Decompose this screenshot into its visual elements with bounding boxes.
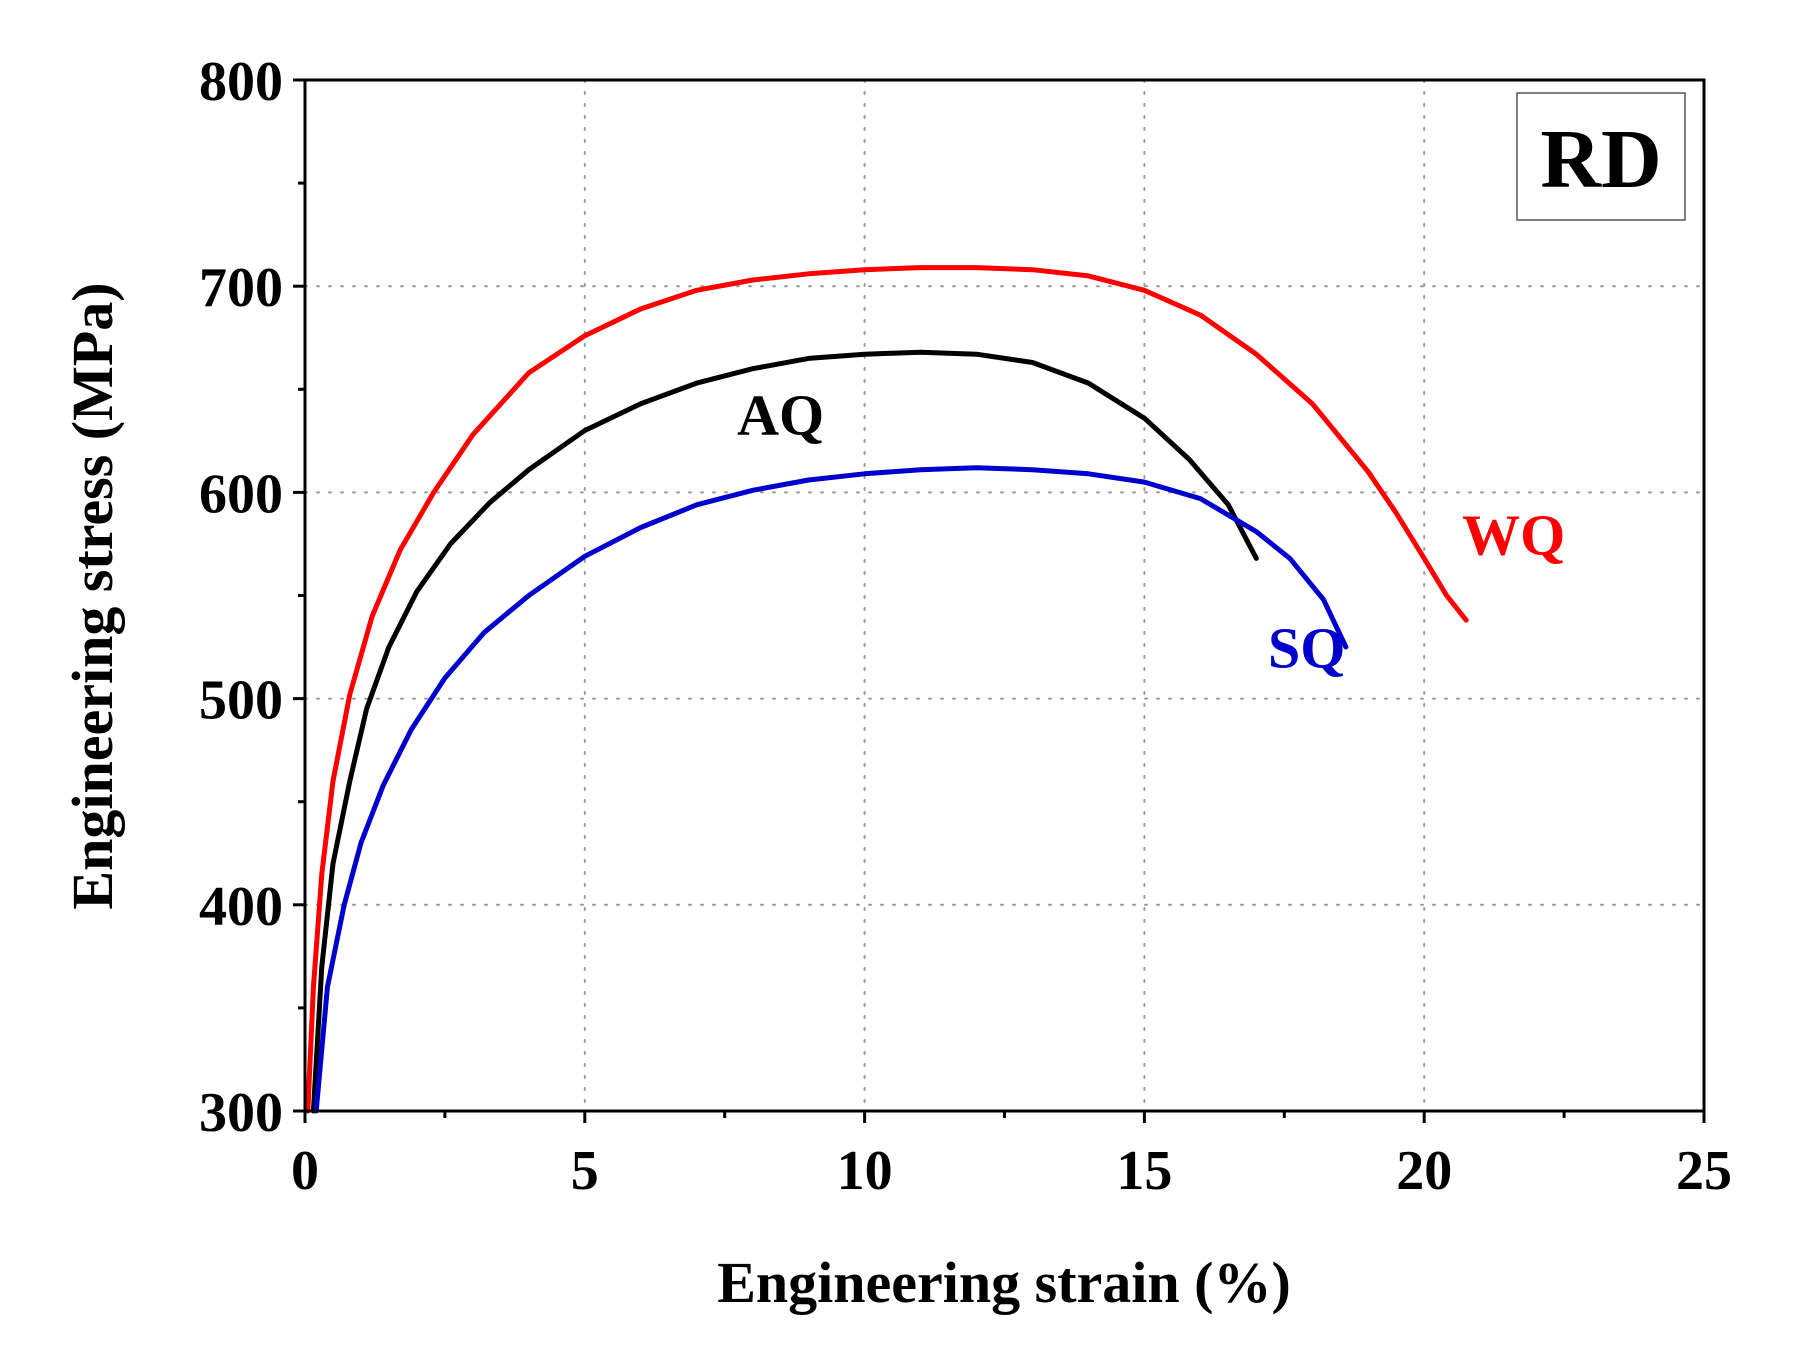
tick-labels: 0 5 10 15 20 25 300 400 500 600 700 800	[199, 51, 1732, 1202]
series-label-sq: SQ	[1268, 616, 1345, 681]
series-label-wq: WQ	[1462, 502, 1565, 567]
y-tick-label: 800	[199, 51, 283, 113]
series-layer	[305, 265, 1469, 1114]
plot-frame	[303, 78, 1706, 1113]
series-labels: WQ AQ SQ	[737, 383, 1565, 681]
x-tick-label: 20	[1396, 1140, 1452, 1202]
rd-annotation-box	[1516, 92, 1686, 221]
y-tick-label: 600	[199, 463, 283, 525]
axis-ticks	[293, 78, 1706, 1123]
series-line-wq	[305, 265, 1469, 1114]
series-line-aq	[310, 349, 1259, 1114]
x-tick-label: 0	[291, 1140, 319, 1202]
x-tick-label: 25	[1676, 1140, 1732, 1202]
x-tick-label: 5	[571, 1140, 599, 1202]
grid	[304, 79, 1705, 1112]
series-line-sq	[313, 465, 1349, 1114]
x-tick-label: 15	[1116, 1140, 1172, 1202]
y-axis-title: Engineering stress (MPa)	[60, 282, 125, 909]
y-tick-label: 700	[199, 257, 283, 319]
y-tick-label: 500	[199, 670, 283, 732]
rd-annotation-label: RD	[1540, 113, 1661, 206]
series-label-aq: AQ	[737, 383, 824, 448]
rd-annotation: RD	[1516, 92, 1686, 221]
y-tick-label: 400	[199, 876, 283, 938]
y-tick-label: 300	[199, 1082, 283, 1144]
x-tick-label: 10	[837, 1140, 893, 1202]
x-axis-title: Engineering strain (%)	[717, 1250, 1291, 1315]
